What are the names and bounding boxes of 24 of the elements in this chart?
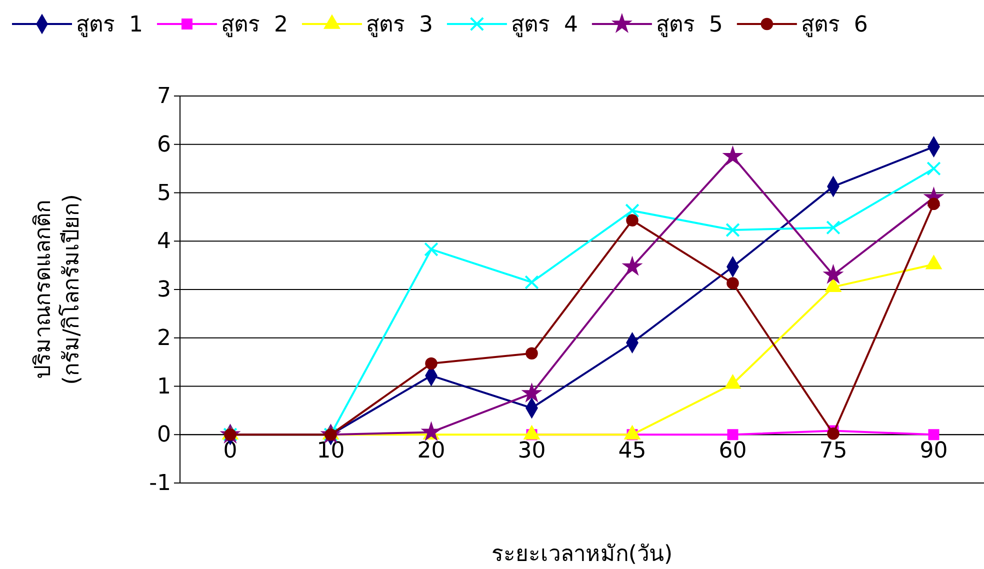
y-tick-label: 4 (157, 229, 171, 254)
legend-label: สูตร 3 (366, 12, 433, 38)
x-tick-label: 20 (417, 438, 446, 464)
x-tick-label: 90 (920, 438, 948, 464)
y-tick-label: 7 (157, 84, 171, 110)
y-tick-label: -1 (149, 471, 171, 496)
y-tick-label: 6 (157, 132, 171, 158)
y-tick-label: 0 (157, 422, 171, 448)
y-axis-title: ปริมาณกรดแลกติก (กรัม/กิโลกรัมเปียก) (31, 194, 85, 385)
x-tick-label: 10 (316, 438, 345, 464)
y-tick-label: 3 (157, 278, 171, 303)
legend-label: สูตร 5 (656, 12, 723, 38)
y-tick-label: 1 (157, 374, 171, 400)
legend-label: สูตร 2 (220, 12, 288, 38)
x-axis-title: ระยะเวลาหมัก(วัน) (491, 542, 673, 567)
x-tick-label: 45 (618, 438, 646, 464)
legend-label: สูตร 6 (800, 12, 868, 38)
legend-label: สูตร 1 (76, 12, 143, 38)
x-tick-label: 60 (718, 438, 747, 464)
y-tick-label: 2 (157, 326, 171, 351)
y-tick-label: 5 (157, 180, 171, 206)
x-tick-label: 30 (518, 438, 546, 464)
x-tick-label: 75 (819, 438, 848, 464)
legend-label: สูตร 4 (510, 12, 578, 38)
